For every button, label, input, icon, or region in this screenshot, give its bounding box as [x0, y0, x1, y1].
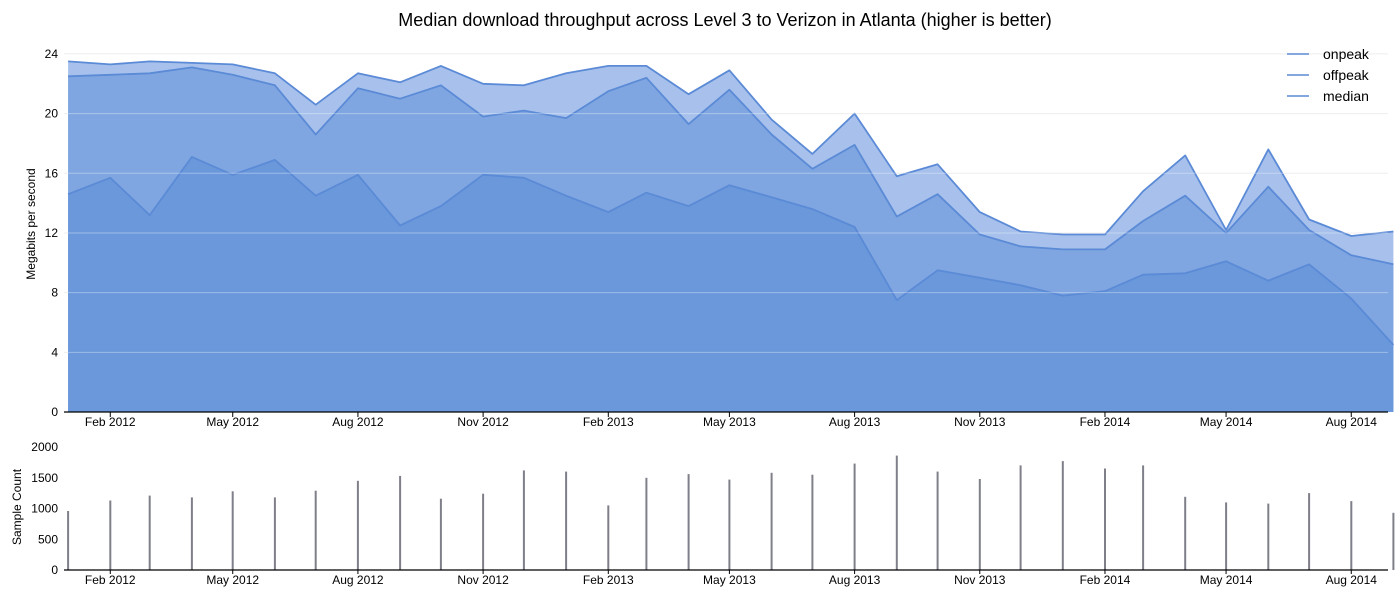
- throughput-y-ticks: 0 4 8 12 16 20 24: [45, 47, 59, 419]
- sample-count-y-label: Sample Count: [10, 468, 24, 545]
- count-x-tick-label: May 2014: [1200, 573, 1253, 587]
- count-x-tick-label: Feb 2012: [85, 573, 136, 587]
- x-tick-label: Feb 2014: [1080, 415, 1131, 429]
- y-tick-label: 20: [45, 107, 59, 121]
- count-bar: [1350, 501, 1353, 570]
- x-tick-label: May 2012: [206, 415, 259, 429]
- x-tick-label: Nov 2012: [457, 415, 509, 429]
- x-tick-label: Feb 2013: [583, 415, 634, 429]
- count-bar: [1104, 468, 1106, 570]
- count-bar: [645, 477, 648, 571]
- count-bar: [439, 498, 442, 570]
- y-tick-label: 24: [45, 47, 59, 61]
- count-y-tick-label: 2000: [31, 440, 58, 454]
- count-y-tick-label: 1000: [31, 502, 58, 516]
- count-x-tick-label: Aug 2014: [1326, 573, 1378, 587]
- x-tick-label: Nov 2013: [954, 415, 1006, 429]
- legend: onpeak offpeak median: [1287, 46, 1370, 104]
- count-bar: [565, 471, 568, 570]
- count-bar: [1267, 503, 1270, 570]
- median-line: [67, 156, 1395, 346]
- count-bar: [687, 474, 690, 570]
- y-tick-label: 4: [51, 345, 58, 359]
- x-tick-label: Aug 2013: [829, 415, 881, 429]
- count-x-tick-label: Aug 2013: [829, 573, 881, 587]
- y-tick-label: 12: [45, 226, 59, 240]
- throughput-areas: [68, 61, 1394, 413]
- throughput-overlay-gridlines: [64, 53, 1388, 353]
- count-bar: [895, 455, 898, 570]
- count-bar: [1061, 461, 1064, 570]
- throughput-y-label: Megabits per second: [24, 168, 38, 279]
- count-bar: [522, 470, 525, 570]
- count-y-tick-label: 500: [38, 532, 58, 546]
- count-x-tick-label: Nov 2013: [954, 573, 1006, 587]
- count-bar: [482, 493, 485, 570]
- sample-count-y-ticks: 0 500 1000 1500 2000: [31, 440, 58, 577]
- median-area: [68, 156, 1394, 412]
- count-bar: [1308, 493, 1311, 570]
- count-bar: [273, 497, 276, 570]
- count-bar: [67, 511, 70, 570]
- offpeak-line: [68, 66, 1394, 266]
- count-bar: [728, 479, 731, 570]
- legend-label-median: median: [1323, 88, 1369, 104]
- legend-label-onpeak: onpeak: [1323, 46, 1370, 62]
- count-bar: [1225, 502, 1228, 570]
- y-tick-label: 8: [51, 286, 58, 300]
- count-x-tick-label: Feb 2014: [1080, 573, 1131, 587]
- x-tick-label: May 2014: [1200, 415, 1253, 429]
- count-bar: [356, 480, 359, 570]
- count-x-tick-label: Aug 2012: [332, 573, 384, 587]
- count-bar: [1019, 465, 1022, 570]
- sample-count-bars: [67, 455, 1395, 571]
- count-bar: [811, 474, 814, 570]
- count-x-tick-label: Feb 2013: [583, 573, 634, 587]
- count-bar: [148, 495, 151, 570]
- throughput-lines: [67, 60, 1395, 346]
- count-bar: [936, 471, 939, 570]
- count-bar: [190, 497, 193, 570]
- count-x-tick-label: May 2012: [206, 573, 259, 587]
- x-tick-label: May 2013: [703, 415, 756, 429]
- chart-title: Median download throughput across Level …: [398, 10, 1051, 30]
- sample-count-plot: 0 500 1000 1500 2000 Feb 2012 May 2012 Aug 201…: [10, 440, 1395, 587]
- y-tick-label: 0: [51, 405, 58, 419]
- legend-label-offpeak: offpeak: [1323, 67, 1370, 83]
- throughput-x-ticks: Feb 2012 May 2012 Aug 2012 Nov 2012 Feb 2013…: [85, 412, 1377, 429]
- count-bar: [1392, 512, 1395, 570]
- x-tick-label: Feb 2012: [85, 415, 136, 429]
- count-bar: [607, 505, 610, 570]
- sample-count-x-ticks: Feb 2012 May 2012 Aug 2012 Nov 2012 Feb 2013…: [85, 570, 1377, 587]
- count-bar: [314, 490, 317, 570]
- x-tick-label: Aug 2014: [1326, 415, 1378, 429]
- count-bar: [231, 491, 234, 570]
- count-bar: [978, 479, 981, 570]
- count-bar: [770, 472, 773, 570]
- count-bar: [399, 475, 402, 570]
- y-tick-label: 16: [45, 166, 59, 180]
- count-y-tick-label: 1500: [31, 471, 58, 485]
- onpeak-line: [68, 60, 1394, 237]
- count-x-tick-label: Nov 2012: [457, 573, 509, 587]
- count-bar: [1184, 496, 1187, 570]
- count-bar: [853, 463, 856, 570]
- throughput-plot: 0 4 8 12 16 20 24 Feb 2012 May 2012 Aug 2012 Nov …: [24, 47, 1395, 429]
- x-tick-label: Aug 2012: [332, 415, 384, 429]
- count-y-tick-label: 0: [51, 563, 58, 577]
- count-bar: [109, 500, 112, 570]
- count-x-tick-label: May 2013: [703, 573, 756, 587]
- count-bar: [1142, 465, 1145, 570]
